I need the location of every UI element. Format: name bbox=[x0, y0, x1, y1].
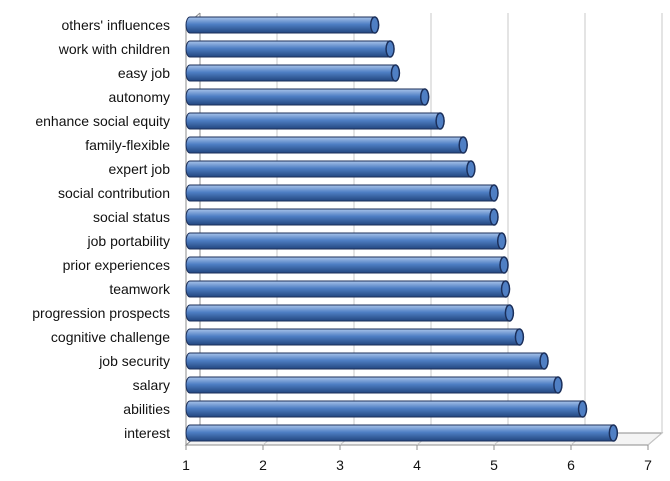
bar-body bbox=[185, 400, 588, 418]
category-label: social contribution bbox=[58, 185, 170, 201]
bar-end-cap bbox=[390, 64, 401, 82]
bar-body bbox=[185, 64, 400, 82]
x-tick-label: 6 bbox=[567, 457, 575, 473]
x-tick-label: 7 bbox=[644, 457, 652, 473]
bar bbox=[185, 112, 445, 130]
bar-end-cap bbox=[369, 16, 380, 34]
category-label: progression prospects bbox=[32, 305, 170, 321]
bar bbox=[185, 232, 507, 250]
bar bbox=[185, 88, 430, 106]
category-label: enhance social equity bbox=[35, 113, 170, 129]
bar-end-cap bbox=[466, 160, 476, 178]
bar-body bbox=[185, 280, 511, 298]
category-label: job portability bbox=[87, 233, 171, 249]
bar bbox=[185, 400, 588, 418]
category-label: easy job bbox=[118, 65, 170, 81]
bar-end-cap bbox=[419, 88, 430, 106]
bar bbox=[185, 160, 476, 178]
bar-body bbox=[185, 184, 499, 202]
bar-body bbox=[185, 160, 476, 178]
bar-end-cap bbox=[385, 40, 395, 58]
bar bbox=[185, 40, 395, 58]
x-tick-label: 3 bbox=[336, 457, 344, 473]
bar-body bbox=[185, 208, 499, 226]
bar-end-cap bbox=[539, 352, 549, 370]
bar bbox=[185, 64, 401, 82]
bar-body bbox=[185, 40, 395, 58]
bar bbox=[185, 424, 619, 442]
x-tick-label: 4 bbox=[413, 457, 421, 473]
category-label: teamwork bbox=[109, 281, 171, 297]
bar bbox=[185, 136, 468, 154]
bar bbox=[185, 184, 499, 202]
category-label: cognitive challenge bbox=[51, 329, 170, 345]
bar-end-cap bbox=[489, 208, 499, 226]
category-label: expert job bbox=[109, 161, 171, 177]
bar-body bbox=[185, 136, 468, 154]
bar-body bbox=[185, 88, 430, 106]
category-label: family-flexible bbox=[85, 137, 170, 153]
bar bbox=[185, 304, 515, 322]
category-label: autonomy bbox=[109, 89, 170, 105]
bar-end-cap bbox=[489, 184, 499, 202]
bar-end-cap bbox=[577, 400, 588, 418]
bar-body bbox=[185, 328, 524, 346]
bar-end-cap bbox=[608, 424, 619, 442]
category-label: social status bbox=[93, 209, 170, 225]
bar bbox=[185, 280, 511, 298]
category-label: others' influences bbox=[61, 17, 170, 33]
bar-body bbox=[185, 304, 514, 322]
bar-end-cap bbox=[458, 136, 468, 154]
bar bbox=[185, 208, 499, 226]
bar-body bbox=[185, 112, 445, 130]
x-tick-label: 5 bbox=[490, 457, 498, 473]
bar-end-cap bbox=[500, 280, 511, 298]
bar-end-cap bbox=[514, 328, 525, 346]
category-label: abilities bbox=[123, 401, 170, 417]
category-label: prior experiences bbox=[63, 257, 170, 273]
category-label: work with children bbox=[58, 41, 170, 57]
bar-body bbox=[185, 424, 618, 442]
bar-body bbox=[185, 352, 549, 370]
category-label: interest bbox=[124, 425, 170, 441]
bar bbox=[185, 376, 563, 394]
bar bbox=[185, 352, 549, 370]
bar-end-cap bbox=[553, 376, 563, 394]
bar bbox=[185, 256, 509, 274]
category-label: salary bbox=[133, 377, 170, 393]
category-label: job security bbox=[98, 353, 170, 369]
bar-body bbox=[185, 256, 509, 274]
bar bbox=[185, 16, 380, 34]
floor-gridline bbox=[647, 432, 663, 446]
bar-end-cap bbox=[496, 232, 507, 250]
x-tick-label: 1 bbox=[182, 457, 190, 473]
bar-end-cap bbox=[504, 304, 515, 322]
bar-body bbox=[185, 232, 507, 250]
bar bbox=[185, 328, 525, 346]
bar-body bbox=[185, 16, 380, 34]
x-tick-label: 2 bbox=[259, 457, 267, 473]
bar-end-cap bbox=[499, 256, 509, 274]
bar-body bbox=[185, 376, 563, 394]
bar-end-cap bbox=[435, 112, 445, 130]
